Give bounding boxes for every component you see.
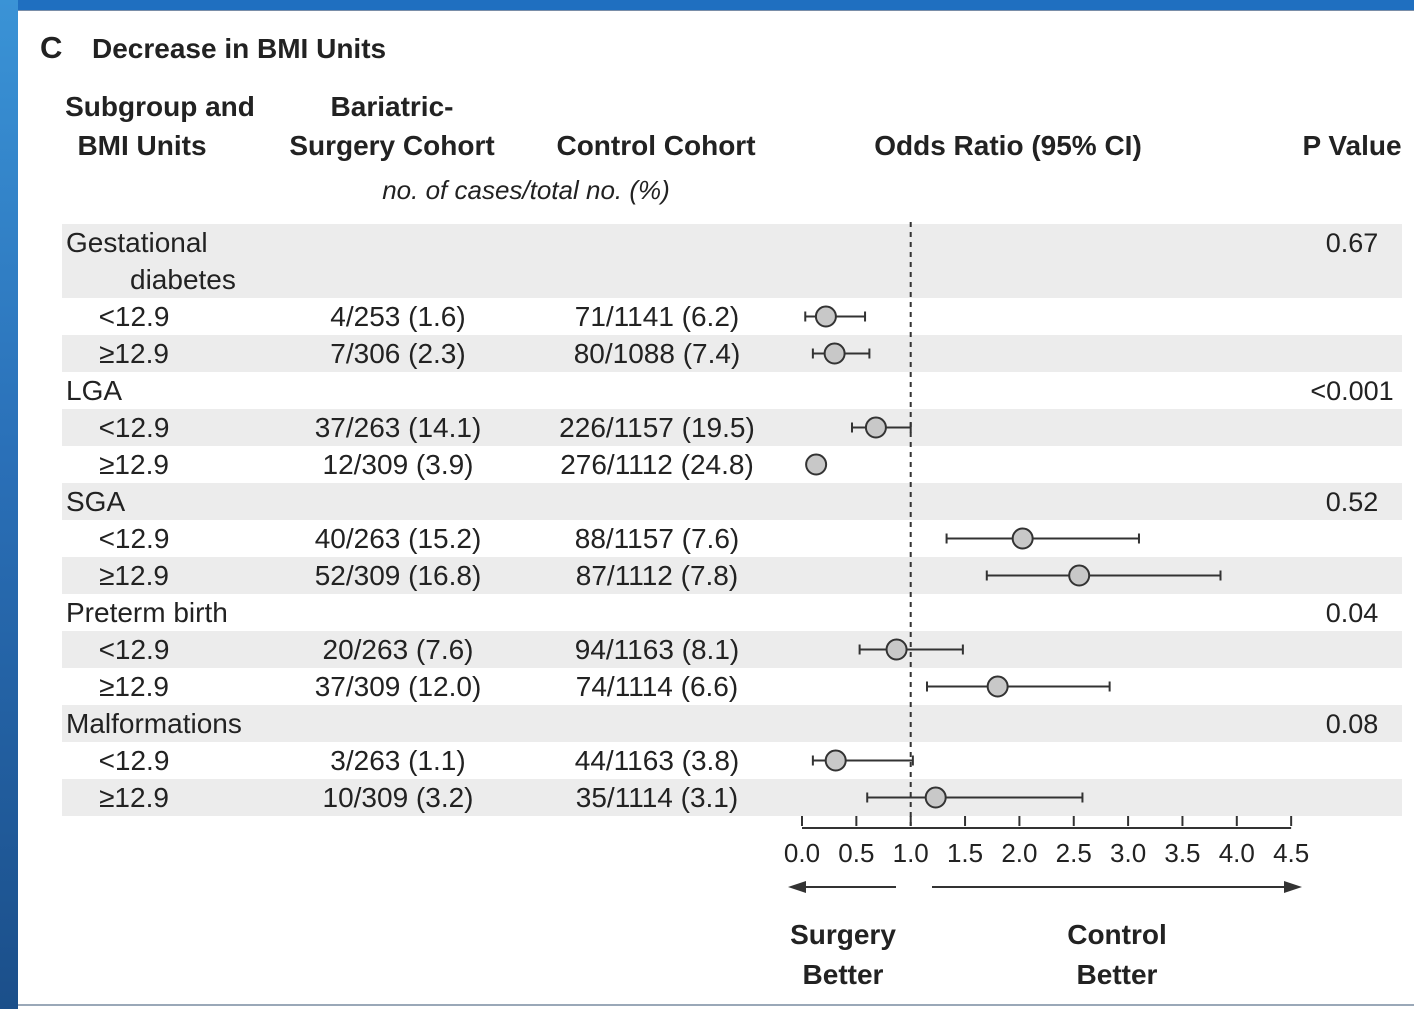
x-tick-label: 3.5 <box>1164 838 1200 868</box>
group-label: Gestational <box>66 227 208 258</box>
header-surgery-line2: Surgery Cohort <box>289 130 494 161</box>
row-surgery-value: 7/306 (2.3) <box>330 338 465 369</box>
row-subgroup-label: <12.9 <box>99 523 170 554</box>
row-band <box>62 483 1402 520</box>
x-tick-label: 1.0 <box>893 838 929 868</box>
odds-ratio-marker <box>805 453 828 476</box>
group-label: Malformations <box>66 708 242 739</box>
row-band <box>62 335 1402 372</box>
row-control-value: 44/1163 (3.8) <box>575 745 740 776</box>
header-surgery-line1: Bariatric- <box>331 91 454 122</box>
group-label: SGA <box>66 486 125 517</box>
header-subgroup-line2: BMI Units <box>77 130 206 161</box>
top-edge-line <box>18 10 1414 11</box>
row-band <box>62 631 1402 668</box>
x-tick-label: 1.5 <box>947 838 983 868</box>
odds-ratio-marker <box>814 305 837 328</box>
row-subgroup-label: ≥12.9 <box>99 338 169 369</box>
surgery-better-label-line2: Better <box>803 959 884 990</box>
control-better-label-line1: Control <box>1067 919 1167 950</box>
left-edge-strip <box>0 0 18 1009</box>
x-tick-label: 3.0 <box>1110 838 1146 868</box>
row-subgroup-label: <12.9 <box>99 412 170 443</box>
row-surgery-value: 20/263 (7.6) <box>323 634 474 665</box>
panel-title: Decrease in BMI Units <box>92 33 386 64</box>
row-control-value: 94/1163 (8.1) <box>575 634 740 665</box>
row-subgroup-label: <12.9 <box>99 301 170 332</box>
row-subgroup-label: ≥12.9 <box>99 560 169 591</box>
odds-ratio-marker <box>986 675 1009 698</box>
x-tick-label: 2.0 <box>1001 838 1037 868</box>
group-label: LGA <box>66 375 122 406</box>
row-band <box>62 261 1402 298</box>
p-value: 0.04 <box>1326 598 1379 628</box>
row-subgroup-label: <12.9 <box>99 745 170 776</box>
row-band <box>62 779 1402 816</box>
table-text: C Decrease in BMI Units Subgroup and BMI Un… <box>40 30 1402 813</box>
row-control-value: 74/1114 (6.6) <box>576 671 738 702</box>
odds-ratio-marker <box>1011 527 1034 550</box>
control-better-label-line2: Better <box>1077 959 1158 990</box>
row-control-value: 80/1088 (7.4) <box>574 338 741 369</box>
row-control-value: 35/1114 (3.1) <box>576 782 738 813</box>
x-tick-label: 0.5 <box>838 838 874 868</box>
odds-ratio-marker <box>823 342 846 365</box>
row-surgery-value: 37/309 (12.0) <box>315 671 482 702</box>
row-bands <box>62 224 1402 816</box>
row-subgroup-label: ≥12.9 <box>99 782 169 813</box>
row-surgery-value: 37/263 (14.1) <box>315 412 482 443</box>
control-better-arrow-head <box>1284 881 1302 893</box>
header-odds-ratio: Odds Ratio (95% CI) <box>874 130 1142 161</box>
row-surgery-value: 40/263 (15.2) <box>315 523 482 554</box>
header-subgroup-line1: Subgroup and <box>65 91 255 122</box>
header-p-value: P Value <box>1302 130 1401 161</box>
p-value: 0.52 <box>1326 487 1379 517</box>
plot-area: 0.0 0.5 1.0 1.5 2.0 2.5 3.0 3.5 4.0 4.5 Surgery Bet… <box>784 222 1309 990</box>
panel-letter: C <box>40 30 62 65</box>
row-subgroup-label: <12.9 <box>99 634 170 665</box>
p-value: 0.67 <box>1326 228 1379 258</box>
row-subgroup-label: ≥12.9 <box>99 449 169 480</box>
header-control: Control Cohort <box>556 130 755 161</box>
odds-ratio-marker <box>885 638 908 661</box>
group-label: Preterm birth <box>66 597 228 628</box>
odds-ratio-marker <box>924 786 947 809</box>
p-value: 0.08 <box>1326 709 1379 739</box>
row-control-value: 226/1157 (19.5) <box>559 412 755 443</box>
p-value: <0.001 <box>1310 376 1393 406</box>
row-surgery-value: 4/253 (1.6) <box>330 301 465 332</box>
x-tick-label: 0.0 <box>784 838 820 868</box>
row-control-value: 88/1157 (7.6) <box>575 523 740 554</box>
row-band <box>62 224 1402 261</box>
header-units: no. of cases/total no. (%) <box>382 175 670 205</box>
row-surgery-value: 52/309 (16.8) <box>315 560 482 591</box>
row-control-value: 71/1141 (6.2) <box>575 301 740 332</box>
row-subgroup-label: ≥12.9 <box>99 671 169 702</box>
odds-ratio-marker <box>824 749 847 772</box>
top-edge-band <box>18 0 1414 10</box>
bottom-edge-line <box>18 1004 1414 1006</box>
row-band <box>62 705 1402 742</box>
x-tick-label: 2.5 <box>1056 838 1092 868</box>
row-surgery-value: 3/263 (1.1) <box>330 745 465 776</box>
row-surgery-value: 12/309 (3.9) <box>323 449 474 480</box>
x-tick-label: 4.0 <box>1219 838 1255 868</box>
row-band <box>62 409 1402 446</box>
odds-ratio-marker <box>864 416 887 439</box>
surgery-better-arrow-head <box>788 881 806 893</box>
row-surgery-value: 10/309 (3.2) <box>323 782 474 813</box>
row-control-value: 87/1112 (7.8) <box>576 560 738 591</box>
row-control-value: 276/1112 (24.8) <box>560 449 754 480</box>
surgery-better-label-line1: Surgery <box>790 919 896 950</box>
x-tick-label: 4.5 <box>1273 838 1309 868</box>
odds-ratio-marker <box>1068 564 1091 587</box>
group-label-line2: diabetes <box>130 264 236 295</box>
